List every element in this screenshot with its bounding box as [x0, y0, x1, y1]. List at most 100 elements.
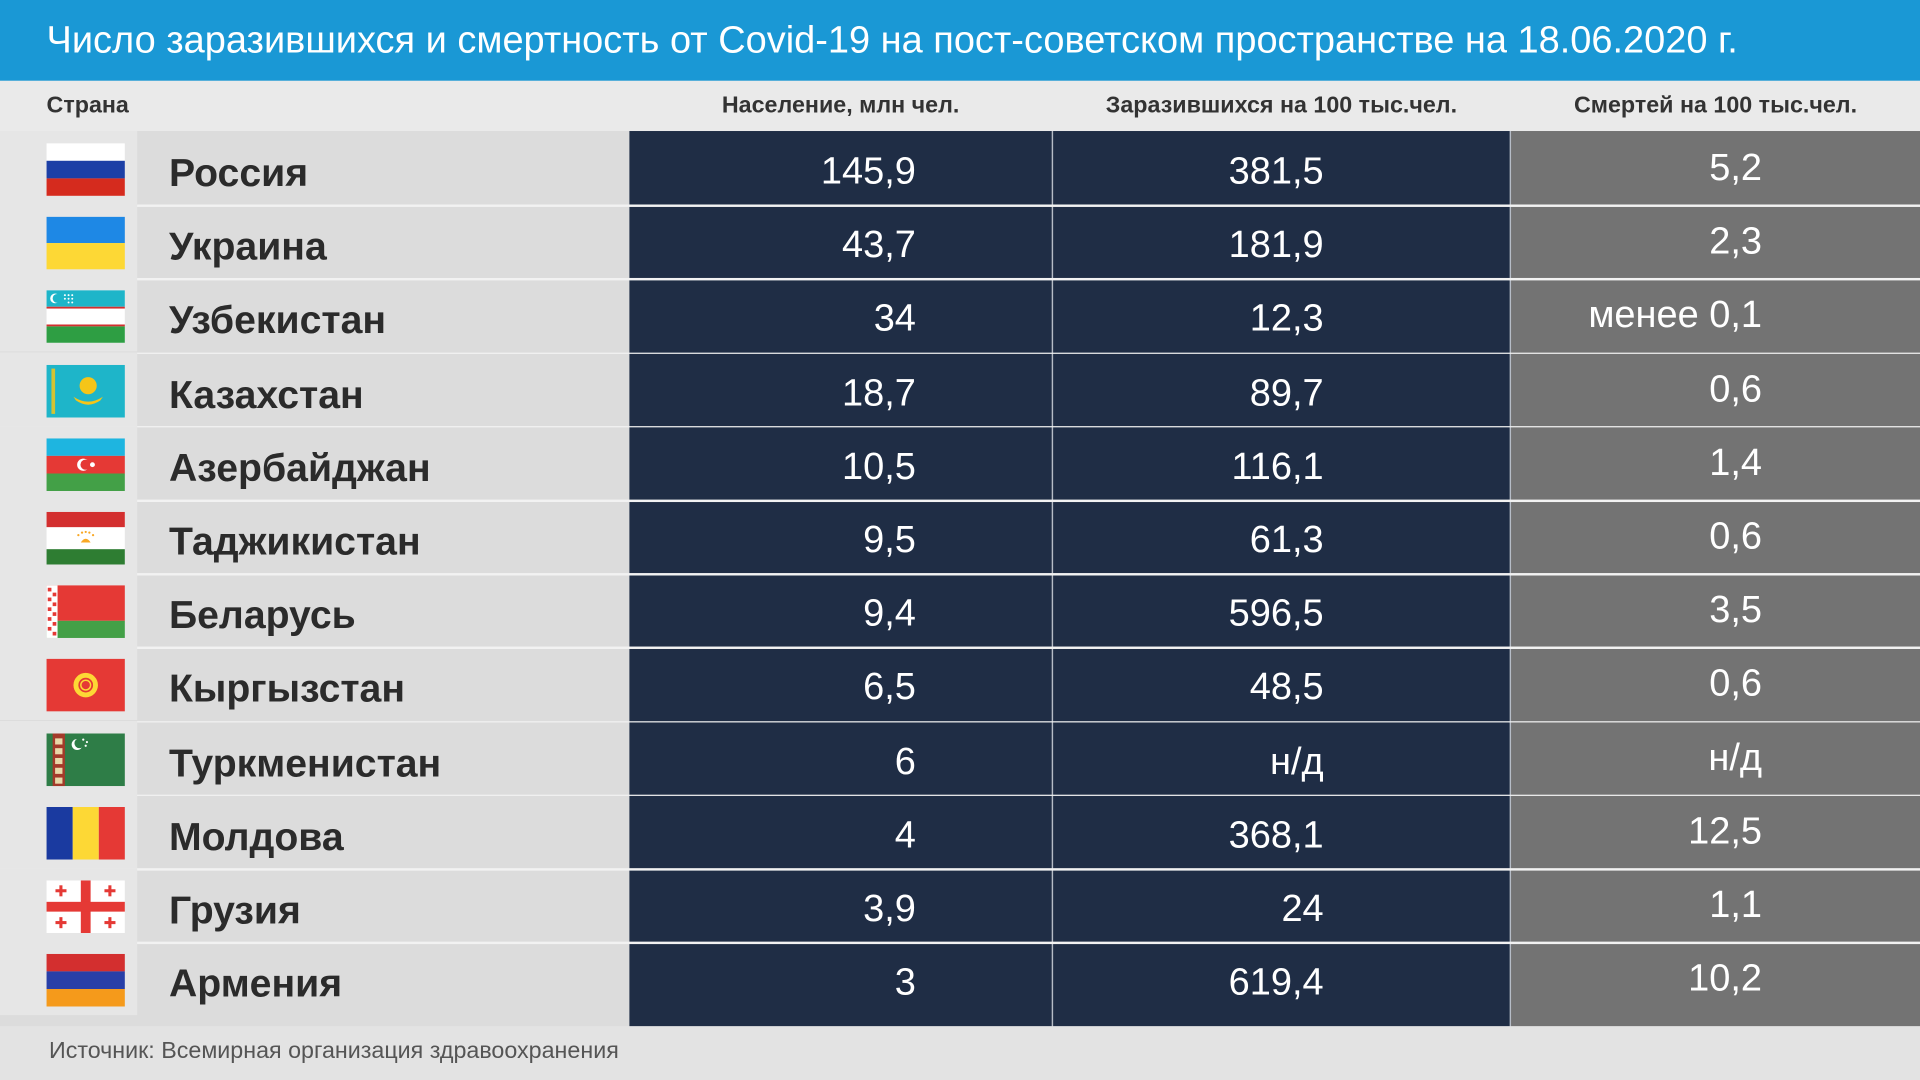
deaths-value: 1,4	[1709, 440, 1763, 484]
table-row: Молдова 4 368,1 12,5	[0, 794, 1920, 868]
data-table: Россия 145,9 381,5 5,2 Украина 43,7 181,9 2,3 Уз…	[0, 131, 1920, 1027]
table-row: Туркменистан 6 н/д н/д	[0, 720, 1920, 795]
population-value: 9,5	[863, 517, 916, 561]
country-name: Россия	[168, 150, 309, 195]
infected-value: 381,5	[1228, 149, 1324, 193]
row-separator	[0, 499, 1920, 502]
flag-cell	[0, 131, 138, 205]
population-value: 6,5	[863, 665, 916, 709]
country-name: Таджикистан	[168, 519, 421, 564]
azerbaijan-flag-icon	[46, 438, 125, 491]
source-note: Источник: Всемирная организация здравоох…	[48, 1038, 619, 1065]
row-separator	[0, 573, 1920, 576]
infected-value: 619,4	[1228, 960, 1324, 1004]
country-name: Грузия	[168, 887, 301, 932]
deaths-value: 2,3	[1709, 219, 1763, 263]
table-row: Украина 43,7 181,9 2,3	[0, 204, 1920, 279]
deaths-value: менее 0,1	[1588, 293, 1763, 336]
country-name: Беларусь	[168, 592, 356, 637]
column-divider	[1509, 131, 1512, 1027]
column-divider	[1051, 131, 1054, 1027]
infected-value: 89,7	[1249, 370, 1324, 414]
russia-flag-icon	[46, 143, 125, 196]
table-row: Узбекистан 34 12,3 менее 0,1	[0, 278, 1920, 352]
table-row: Россия 145,9 381,5 5,2	[0, 131, 1920, 205]
flag-cell	[0, 720, 138, 795]
flag-cell	[0, 425, 138, 500]
flag-cell	[0, 499, 138, 574]
row-separator	[0, 204, 1920, 207]
table-row: Таджикистан 9,5 61,3 0,6	[0, 499, 1920, 574]
population-value: 3,9	[863, 886, 916, 930]
row-separator	[0, 352, 1920, 354]
infected-value: 24	[1281, 886, 1324, 930]
deaths-value: 12,5	[1688, 809, 1763, 852]
table-row: Кыргызстан 6,5 48,5 0,6	[0, 647, 1920, 721]
deaths-value: 1,1	[1709, 882, 1763, 926]
population-value: 9,4	[863, 591, 916, 635]
infected-value: 181,9	[1228, 223, 1324, 266]
row-separator	[0, 720, 1920, 723]
country-name: Армения	[168, 961, 343, 1006]
population-value: 10,5	[842, 444, 916, 488]
belarus-flag-icon	[46, 585, 125, 639]
kyrgyzstan-flag-icon	[46, 659, 125, 712]
header-deaths: Смертей на 100 тыс.чел.	[1573, 93, 1858, 119]
infected-value: н/д	[1270, 739, 1324, 782]
flag-cell	[0, 941, 138, 1016]
header-infected: Заразившихся на 100 тыс.чел.	[1105, 93, 1458, 119]
flag-cell	[0, 352, 138, 426]
infected-value: 12,3	[1249, 296, 1324, 340]
row-separator	[0, 425, 1920, 428]
infected-value: 116,1	[1231, 444, 1324, 488]
kazakhstan-flag-icon	[46, 364, 125, 418]
country-name: Кыргызстан	[168, 666, 406, 711]
table-row: Казахстан 18,7 89,7 0,6	[0, 352, 1920, 426]
infected-value: 61,3	[1249, 517, 1324, 561]
row-separator	[0, 941, 1920, 944]
header-population: Население, млн чел.	[721, 93, 960, 119]
deaths-value: 3,5	[1709, 587, 1763, 631]
infected-value: 596,5	[1228, 591, 1324, 635]
tajikistan-flag-icon	[46, 511, 125, 565]
country-name: Казахстан	[168, 371, 364, 416]
population-value: 18,7	[842, 370, 916, 414]
moldova-flag-icon	[46, 806, 125, 860]
population-value: 6	[894, 739, 916, 782]
deaths-value: 0,6	[1709, 514, 1763, 558]
row-separator	[0, 794, 1920, 797]
ukraine-flag-icon	[46, 216, 125, 270]
flag-cell	[0, 278, 138, 352]
infected-value: 48,5	[1249, 665, 1324, 709]
table-header: Страна Население, млн чел. Заразившихся …	[0, 80, 1920, 132]
table-row: Грузия 3,9 24 1,1	[0, 868, 1920, 942]
page-title: Число заразившихся и смертность от Covid…	[0, 0, 1920, 81]
country-name: Туркменистан	[168, 740, 442, 785]
header-country: Страна	[46, 93, 129, 119]
deaths-value: 5,2	[1709, 145, 1763, 189]
row-separator	[0, 278, 1920, 281]
deaths-value: 0,6	[1709, 366, 1763, 410]
turkmenistan-flag-icon	[46, 732, 125, 786]
table-row: Армения 3 619,4 10,2	[0, 941, 1920, 1016]
population-value: 43,7	[842, 223, 916, 266]
row-separator	[0, 868, 1920, 871]
flag-cell	[0, 204, 138, 279]
row-separator	[0, 647, 1920, 649]
country-name: Украина	[168, 224, 327, 269]
table-row: Азербайджан 10,5 116,1 1,4	[0, 425, 1920, 500]
deaths-value: н/д	[1708, 735, 1763, 779]
deaths-value: 10,2	[1688, 956, 1763, 1000]
flag-cell	[0, 573, 138, 647]
country-name: Азербайджан	[168, 445, 431, 490]
country-name: Молдова	[168, 814, 344, 859]
table-row: Беларусь 9,4 596,5 3,5	[0, 573, 1920, 647]
armenia-flag-icon	[46, 954, 125, 1007]
georgia-flag-icon	[46, 880, 125, 934]
flag-cell	[0, 647, 138, 721]
flag-cell	[0, 868, 138, 942]
country-name: Узбекистан	[168, 298, 387, 343]
infected-value: 368,1	[1228, 812, 1324, 856]
population-value: 3	[894, 960, 916, 1004]
